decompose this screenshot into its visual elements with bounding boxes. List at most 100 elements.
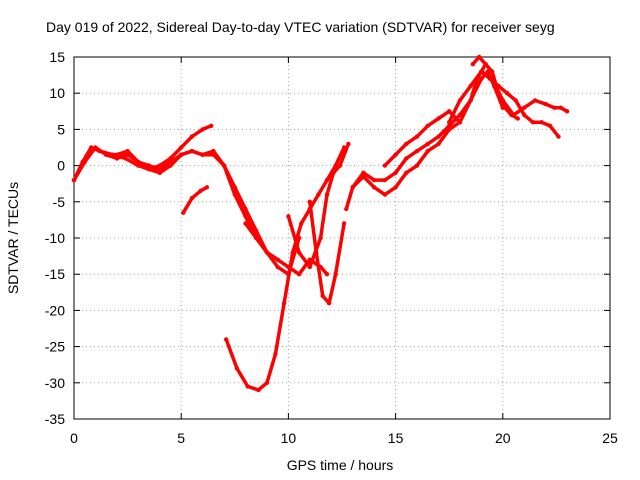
data-point [114, 152, 120, 157]
data-point [479, 69, 484, 74]
x-tick-label: 10 [281, 430, 297, 446]
data-point [82, 159, 87, 165]
data-point [245, 384, 250, 389]
data-point [477, 54, 482, 60]
data-point [204, 185, 210, 190]
data-point [361, 174, 366, 179]
data-point [333, 272, 338, 277]
data-point [382, 163, 388, 168]
series-line-s3 [104, 149, 329, 276]
data-point [447, 127, 452, 132]
data-point [221, 163, 227, 168]
series-line-s6 [243, 221, 301, 276]
data-point [324, 177, 330, 183]
series-line-s10 [350, 62, 488, 197]
data-point [483, 61, 488, 67]
data-point [522, 105, 527, 110]
data-point [344, 206, 349, 212]
data-point [502, 105, 508, 110]
data-point [273, 351, 278, 356]
data-point [522, 112, 527, 118]
data-point [487, 76, 493, 81]
chart-title: Day 019 of 2022, Sidereal Day-to-day VTE… [46, 19, 555, 35]
data-point [393, 170, 398, 175]
y-tick-label: 15 [49, 49, 65, 65]
data-point [425, 148, 430, 154]
y-tick-label: -10 [45, 230, 65, 246]
data-point [382, 192, 388, 197]
data-point [361, 170, 366, 175]
data-point [457, 98, 463, 103]
data-point [404, 156, 409, 161]
data-point [543, 101, 548, 107]
data-point [314, 250, 319, 255]
data-point [254, 235, 259, 241]
data-point [181, 210, 186, 215]
data-point [393, 185, 398, 190]
data-point [552, 105, 557, 110]
data-point [157, 170, 162, 175]
y-tick-label: -25 [45, 339, 65, 355]
y-tick-label: 0 [57, 158, 65, 174]
data-point [556, 134, 561, 139]
data-point [189, 196, 195, 201]
data-point [509, 112, 514, 118]
data-point [341, 221, 347, 226]
data-point [275, 257, 280, 262]
data-point [414, 134, 420, 139]
data-point [179, 152, 184, 157]
data-point [224, 337, 229, 342]
data-point [372, 185, 377, 190]
data-point [468, 83, 473, 89]
data-point [189, 134, 195, 139]
y-tick-label: -15 [45, 266, 65, 282]
series-line-s9 [344, 69, 505, 211]
data-point [71, 177, 77, 183]
x-tick-label: 20 [495, 430, 511, 446]
data-point [320, 293, 325, 299]
data-point [393, 152, 398, 157]
data-point [189, 148, 195, 154]
y-tick-label: 10 [49, 85, 65, 101]
x-tick-label: 25 [602, 430, 618, 446]
data-point [324, 272, 330, 277]
y-tick-label: -35 [45, 411, 65, 427]
data-point [243, 221, 248, 226]
data-point [89, 145, 94, 150]
data-point [346, 141, 351, 147]
data-point [547, 123, 553, 128]
data-point [125, 148, 130, 154]
data-point [337, 163, 343, 168]
data-point [479, 76, 484, 81]
data-point [447, 120, 452, 125]
data-point [324, 192, 330, 197]
x-tick-label: 0 [70, 430, 78, 446]
y-tick-label: 5 [57, 121, 65, 137]
data-point [200, 152, 205, 157]
data-point [447, 109, 452, 114]
data-point [350, 185, 355, 190]
data-point [316, 192, 321, 197]
y-tick-label: -30 [45, 375, 65, 391]
data-point [209, 123, 214, 128]
data-point [211, 148, 216, 154]
y-axis-label: SDTVAR / TECUs [5, 182, 21, 294]
data-point [200, 127, 205, 132]
data-point [275, 264, 280, 270]
data-point [286, 214, 291, 219]
data-point [318, 235, 323, 241]
data-point [299, 221, 304, 226]
data-point [264, 250, 270, 255]
data-point [539, 120, 544, 125]
data-point [425, 123, 430, 128]
series-line-s12 [447, 69, 569, 124]
y-tick-label: -20 [45, 302, 65, 318]
series-layer [71, 54, 570, 393]
data-point [372, 177, 377, 183]
x-tick-label: 15 [388, 430, 404, 446]
data-point [470, 61, 475, 67]
data-point [256, 387, 261, 393]
data-point [414, 148, 420, 154]
data-point [530, 120, 535, 125]
